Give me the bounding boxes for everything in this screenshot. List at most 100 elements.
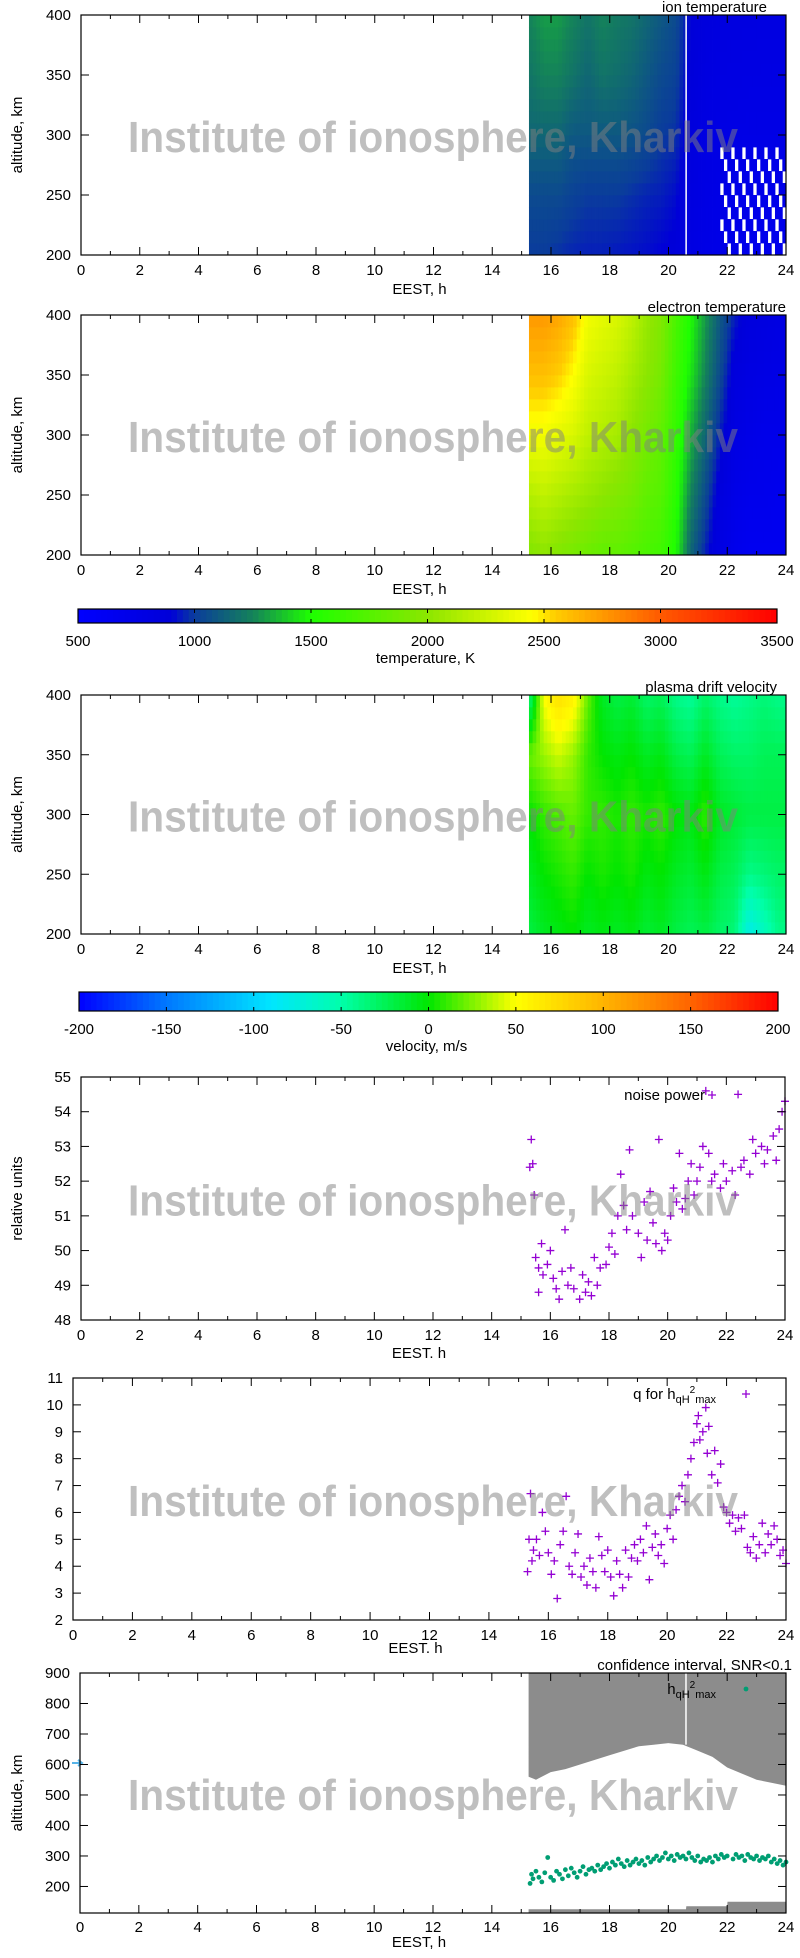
heatmap-cell <box>613 351 618 364</box>
heatmap-cell <box>694 922 699 935</box>
heatmap-cell <box>613 75 618 88</box>
heatmap-cell <box>576 27 581 40</box>
heatmap-cell <box>602 459 607 472</box>
heatmap-cell <box>551 375 556 388</box>
data-point <box>563 1281 572 1290</box>
heatmap-cell <box>657 399 662 412</box>
heatmap-cell <box>668 399 673 412</box>
data-point <box>531 1253 540 1262</box>
heatmap-cell <box>697 507 702 520</box>
heatmap-cell <box>606 351 611 364</box>
heatmap-cell <box>591 363 596 376</box>
heatmap-cell <box>602 159 607 172</box>
heatmap-cell <box>657 543 662 556</box>
heatmap-cell <box>598 435 603 448</box>
heatmap-cell <box>606 411 611 424</box>
heatmap-cell <box>584 826 589 839</box>
heatmap-cell <box>661 543 666 556</box>
heatmap-cell <box>774 471 780 484</box>
heatmap-cell <box>705 778 710 791</box>
heatmap-cell <box>598 27 603 40</box>
heatmap-cell <box>532 435 537 448</box>
heatmap-cell <box>745 531 750 544</box>
heatmap-cell <box>528 27 534 40</box>
heatmap-cell <box>708 15 713 28</box>
heatmap-cell <box>738 99 743 112</box>
heatmap-cell <box>657 27 662 40</box>
heatmap-cell <box>573 207 578 220</box>
heatmap-cell <box>738 183 743 196</box>
heatmap-cell <box>716 183 721 196</box>
heatmap-cell <box>580 171 585 184</box>
heatmap-cell <box>763 543 769 556</box>
heatmap-cell <box>543 838 548 851</box>
heatmap-cell <box>620 363 625 376</box>
heatmap-cell <box>738 922 743 935</box>
heatmap-cell <box>705 874 710 887</box>
heatmap-cell <box>613 802 618 815</box>
heatmap-cell <box>631 123 636 136</box>
heatmap-cell <box>554 87 559 100</box>
heatmap-cell <box>752 886 758 899</box>
x-tick-label: 24 <box>778 941 795 958</box>
heatmap-cell <box>587 814 592 827</box>
heatmap-cell <box>683 339 688 352</box>
heatmap-cell <box>558 495 563 508</box>
heatmap-cell <box>562 231 567 244</box>
heatmap-cell <box>756 135 761 148</box>
heatmap-cell <box>712 39 717 52</box>
heatmap-cell <box>547 850 552 863</box>
heatmap-cell <box>701 183 706 196</box>
heatmap-cell <box>657 171 662 184</box>
heatmap-cell <box>547 483 552 496</box>
heatmap-cell <box>683 695 688 708</box>
heatmap-cell <box>657 459 662 472</box>
heatmap-cell <box>763 159 769 172</box>
heatmap-cell <box>539 39 545 52</box>
heatmap-cell <box>741 459 747 472</box>
heatmap-cell <box>617 766 622 780</box>
heatmap-cell <box>642 75 647 88</box>
heatmap-cell <box>738 75 743 88</box>
data-point <box>578 1270 587 1279</box>
heatmap-cell <box>554 15 559 28</box>
heatmap-cell <box>778 483 783 496</box>
heatmap-cell <box>745 423 750 436</box>
heatmap-cell <box>580 730 585 744</box>
heatmap-cell <box>554 327 559 340</box>
heatmap-cell <box>683 39 688 52</box>
heatmap-cell <box>624 483 629 496</box>
heatmap-cell <box>606 471 611 484</box>
heatmap-cell <box>727 850 732 863</box>
heatmap-cell <box>774 87 780 100</box>
heatmap-cell <box>690 39 695 52</box>
heatmap-cell <box>712 387 717 400</box>
heatmap-cell <box>576 123 581 136</box>
heatmap-cell <box>745 838 750 851</box>
heatmap-cell <box>543 922 548 935</box>
heatmap-cell <box>606 531 611 544</box>
heatmap-cell <box>672 862 677 875</box>
heatmap-cell <box>661 778 666 791</box>
heatmap-cell <box>653 519 658 532</box>
data-point <box>765 1853 771 1859</box>
heatmap-cell <box>734 862 739 875</box>
heatmap-cell <box>639 754 644 768</box>
heatmap-cell <box>697 814 702 827</box>
heatmap-cell <box>723 826 728 839</box>
heatmap-cell <box>584 159 589 172</box>
heatmap-cell <box>539 507 545 520</box>
heatmap-cell <box>734 531 739 544</box>
heatmap-cell <box>539 27 545 40</box>
heatmap-cell <box>664 706 669 720</box>
heatmap-cell <box>576 99 581 112</box>
heatmap-cell <box>763 99 769 112</box>
heatmap-cell <box>576 507 581 520</box>
heatmap-cell <box>554 695 559 708</box>
heatmap-cell <box>532 531 537 544</box>
heatmap-cell <box>606 447 611 460</box>
data-point <box>615 1570 624 1579</box>
heatmap-cell <box>576 483 581 496</box>
heatmap-cell <box>705 695 710 708</box>
heatmap-cell <box>683 459 688 472</box>
